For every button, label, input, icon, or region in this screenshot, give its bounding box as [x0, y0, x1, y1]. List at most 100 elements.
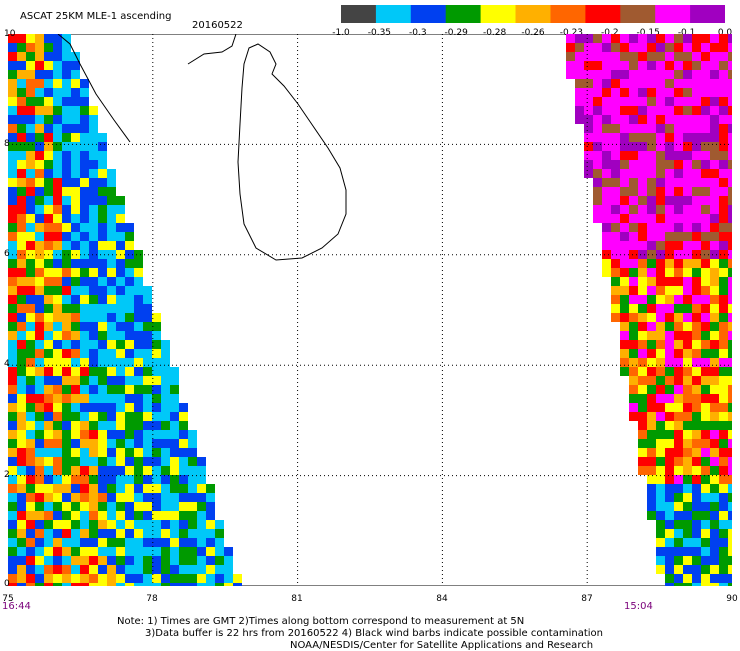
swath-cell: [179, 502, 188, 511]
swath-cell: [17, 313, 26, 322]
swath-cell: [665, 88, 674, 97]
swath-cell: [8, 412, 17, 421]
swath-cell: [602, 115, 611, 124]
swath-cell: [89, 376, 98, 385]
swath-cell: [107, 466, 116, 475]
swath-cell: [71, 448, 80, 457]
swath-cell: [35, 268, 44, 277]
swath-cell: [728, 547, 732, 556]
swath-cell: [656, 304, 665, 313]
swath-cell: [62, 277, 71, 286]
swath-cell: [656, 520, 665, 529]
swath-cell: [638, 295, 647, 304]
swath-cell: [35, 493, 44, 502]
swath-cell: [629, 151, 638, 160]
swath-cell: [710, 538, 719, 547]
swath-cell: [107, 340, 116, 349]
swath-cell: [683, 565, 692, 574]
swath-cell: [674, 358, 683, 367]
swath-cell: [8, 547, 17, 556]
swath-cell: [665, 583, 674, 586]
swath-cell: [197, 529, 206, 538]
swath-cell: [80, 439, 89, 448]
swath-cell: [647, 88, 656, 97]
swath-cell: [26, 34, 35, 43]
swath-cell: [701, 511, 710, 520]
swath-cell: [656, 142, 665, 151]
swath-cell: [8, 439, 17, 448]
swath-cell: [80, 358, 89, 367]
swath-cell: [161, 538, 170, 547]
swath-cell: [656, 313, 665, 322]
swath-cell: [692, 448, 701, 457]
swath-cell: [215, 574, 224, 583]
swath-cell: [17, 556, 26, 565]
swath-cell: [125, 295, 134, 304]
swath-cell: [701, 484, 710, 493]
swath-cell: [701, 457, 710, 466]
swath-cell: [35, 160, 44, 169]
swath-cell: [638, 97, 647, 106]
swath-cell: [719, 43, 728, 52]
swath-cell: [575, 97, 584, 106]
swath-cell: [89, 511, 98, 520]
swath-cell: [692, 331, 701, 340]
color-scale-swatch: [515, 5, 551, 23]
color-scale-swatch: [410, 5, 447, 23]
swath-cell: [188, 529, 197, 538]
swath-cell: [80, 196, 89, 205]
swath-cell: [35, 61, 44, 70]
swath-cell: [584, 160, 593, 169]
swath-cell: [188, 448, 197, 457]
swath-cell: [134, 358, 143, 367]
swath-cell: [80, 367, 89, 376]
swath-cell: [674, 484, 683, 493]
swath-cell: [701, 259, 710, 268]
swath-cell: [233, 574, 242, 583]
swath-cell: [53, 439, 62, 448]
swath-cell: [719, 286, 728, 295]
swath-cell: [17, 340, 26, 349]
swath-cell: [8, 421, 17, 430]
swath-cell: [692, 394, 701, 403]
swath-cell: [692, 349, 701, 358]
swath-cell: [62, 106, 71, 115]
swath-cell: [80, 205, 89, 214]
swath-cells: [8, 34, 732, 586]
swath-cell: [35, 484, 44, 493]
swath-cell: [719, 529, 728, 538]
swath-cell: [647, 52, 656, 61]
swath-cell: [647, 304, 656, 313]
lat-label-6: 6: [4, 249, 10, 259]
swath-cell: [719, 160, 728, 169]
swath-cell: [179, 484, 188, 493]
swath-cell: [728, 160, 732, 169]
swath-cell: [35, 52, 44, 61]
swath-cell: [89, 529, 98, 538]
swath-cell: [71, 502, 80, 511]
swath-cell: [728, 196, 732, 205]
swath-cell: [98, 547, 107, 556]
swath-cell: [17, 187, 26, 196]
swath-cell: [620, 187, 629, 196]
swath-cell: [35, 367, 44, 376]
swath-cell: [8, 358, 17, 367]
swath-cell: [665, 61, 674, 70]
swath-cell: [602, 79, 611, 88]
swath-cell: [719, 268, 728, 277]
swath-cell: [89, 232, 98, 241]
swath-cell: [71, 565, 80, 574]
swath-cell: [692, 205, 701, 214]
swath-cell: [647, 34, 656, 43]
swath-cell: [701, 475, 710, 484]
swath-cell: [35, 223, 44, 232]
swath-cell: [8, 142, 17, 151]
swath-cell: [53, 43, 62, 52]
swath-cell: [593, 187, 602, 196]
swath-cell: [593, 34, 602, 43]
swath-cell: [683, 484, 692, 493]
swath-cell: [620, 313, 629, 322]
swath-cell: [152, 421, 161, 430]
time-right: 15:04: [624, 601, 653, 612]
swath-cell: [53, 493, 62, 502]
